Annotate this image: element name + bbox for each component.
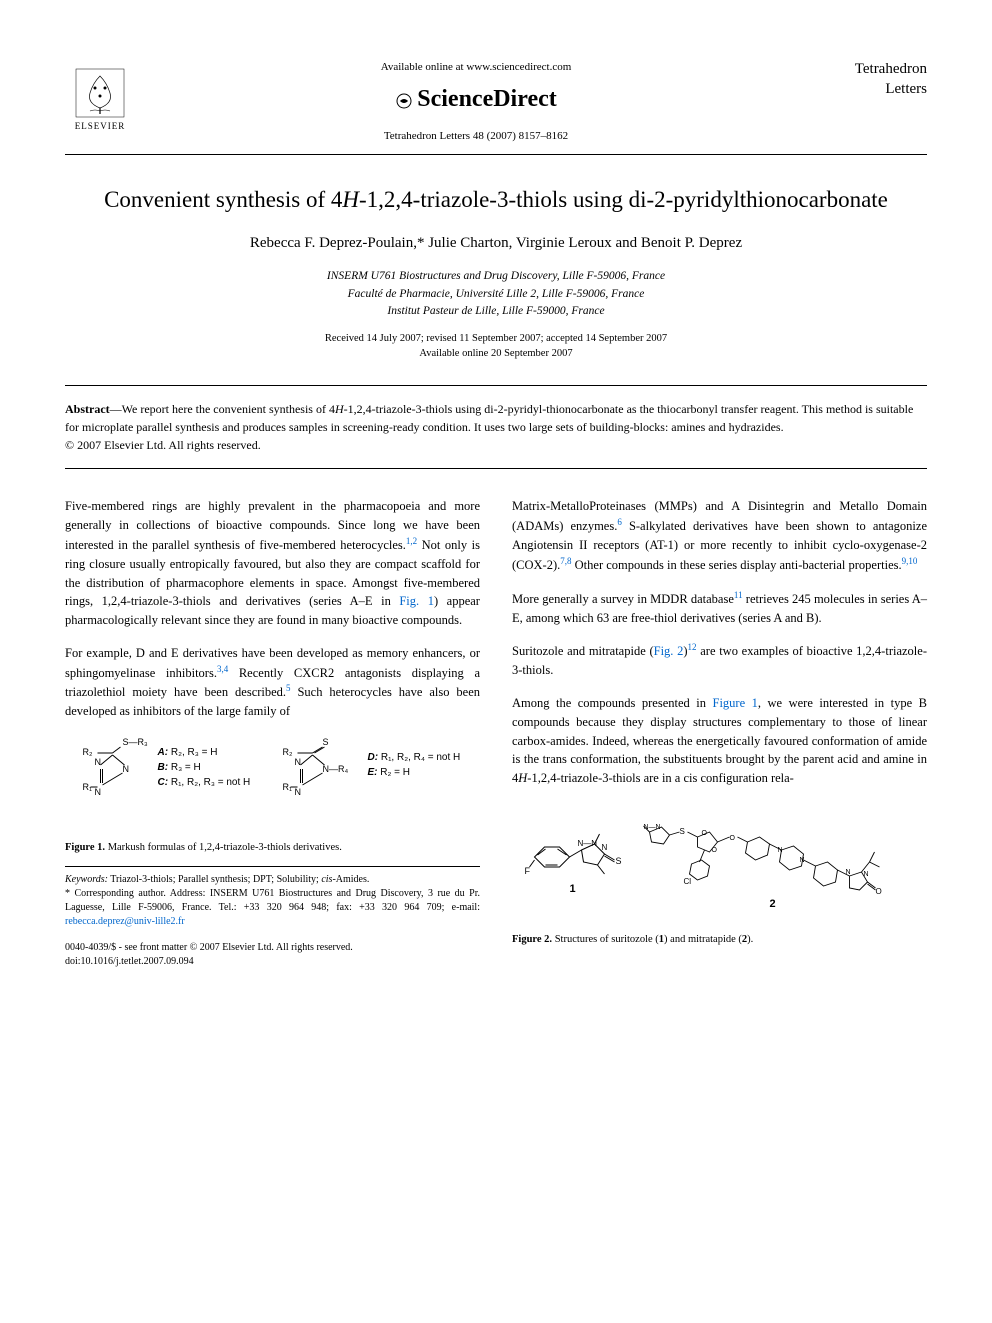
svg-text:S: S bbox=[323, 737, 329, 747]
svg-text:N—N: N—N bbox=[644, 824, 661, 831]
ref-link[interactable]: 1,2 bbox=[406, 536, 417, 546]
platform-logo: ScienceDirect bbox=[135, 83, 817, 117]
journal-name: Tetrahedron Letters bbox=[817, 60, 927, 99]
body-paragraph: Five-membered rings are highly prevalent… bbox=[65, 497, 480, 629]
sciencedirect-icon bbox=[395, 92, 413, 110]
figure-1-structures: R₂ S—R₃ N N R₁ N A: R₂, R bbox=[65, 735, 480, 830]
figure-link[interactable]: Figure 1 bbox=[713, 696, 758, 710]
keywords-line: Keywords: Triazol-3-thiols; Parallel syn… bbox=[65, 873, 480, 887]
figure-1-caption: Figure 1. Markush formulas of 1,2,4-tria… bbox=[65, 840, 480, 856]
svg-text:R₂: R₂ bbox=[283, 747, 293, 757]
journal-reference: Tetrahedron Letters 48 (2007) 8157–8162 bbox=[135, 129, 817, 144]
platform-name: ScienceDirect bbox=[417, 86, 557, 112]
svg-text:O: O bbox=[876, 887, 882, 896]
svg-text:O: O bbox=[730, 835, 736, 842]
figure-2-structures: F N—N N S 1 bbox=[512, 802, 927, 922]
svg-text:B: R₃ = H: B: R₃ = H bbox=[158, 762, 201, 773]
article-title: Convenient synthesis of 4H-1,2,4-triazol… bbox=[65, 185, 927, 215]
header-divider bbox=[65, 154, 927, 155]
doi-line: doi:10.1016/j.tetlet.2007.09.094 bbox=[65, 955, 480, 969]
right-column: Matrix-MetalloProteinases (MMPs) and A D… bbox=[512, 497, 927, 968]
svg-text:N: N bbox=[95, 787, 102, 797]
footer-meta: 0040-4039/$ - see front matter © 2007 El… bbox=[65, 941, 480, 969]
figure-1: R₂ S—R₃ N N R₁ N A: R₂, R bbox=[65, 735, 480, 856]
svg-text:S: S bbox=[680, 827, 685, 836]
svg-text:O: O bbox=[702, 830, 708, 837]
received-date: Received 14 July 2007; revised 11 Septem… bbox=[65, 332, 927, 347]
svg-text:N—R₄: N—R₄ bbox=[323, 764, 349, 774]
body-paragraph: Matrix-MetalloProteinases (MMPs) and A D… bbox=[512, 497, 927, 574]
figure-label: Figure 1. bbox=[65, 842, 105, 853]
body-paragraph: Suritozole and mitratapide (Fig. 2)12 ar… bbox=[512, 641, 927, 680]
figure-label: Figure 2. bbox=[512, 934, 552, 945]
body-paragraph: For example, D and E derivatives have be… bbox=[65, 644, 480, 721]
affiliation-line: INSERM U761 Biostructures and Drug Disco… bbox=[65, 268, 927, 285]
abstract-text: —We report here the convenient synthesis… bbox=[65, 402, 913, 434]
figure-2-caption: Figure 2. Structures of suritozole (1) a… bbox=[512, 932, 927, 948]
svg-text:N: N bbox=[778, 847, 783, 854]
corresponding-author: * Corresponding author. Address: INSERM … bbox=[65, 887, 480, 929]
center-header: Available online at www.sciencedirect.co… bbox=[135, 60, 817, 144]
journal-name-line1: Tetrahedron bbox=[817, 60, 927, 80]
email-link[interactable]: rebecca.deprez@univ-lille2.fr bbox=[65, 916, 185, 927]
copyright-line: 0040-4039/$ - see front matter © 2007 El… bbox=[65, 941, 480, 955]
svg-text:C: R₁, R₂, R₃ = not H: C: R₁, R₂, R₃ = not H bbox=[158, 777, 251, 788]
affiliation-line: Faculté de Pharmacie, Université Lille 2… bbox=[65, 286, 927, 303]
available-online-text: Available online at www.sciencedirect.co… bbox=[135, 60, 817, 75]
ref-link[interactable]: 3,4 bbox=[217, 664, 228, 674]
publisher-logo: ELSEVIER bbox=[65, 60, 135, 140]
ref-link[interactable]: 11 bbox=[734, 590, 743, 600]
svg-text:D: R₁, R₂, R₄ = not H: D: R₁, R₂, R₄ = not H bbox=[368, 752, 461, 763]
article-dates: Received 14 July 2007; revised 11 Septem… bbox=[65, 332, 927, 361]
keywords-label: Keywords: bbox=[65, 874, 108, 885]
svg-text:N: N bbox=[846, 869, 851, 876]
online-date: Available online 20 September 2007 bbox=[65, 347, 927, 362]
svg-text:F: F bbox=[525, 866, 531, 876]
body-paragraph: Among the compounds presented in Figure … bbox=[512, 694, 927, 788]
svg-text:2: 2 bbox=[770, 898, 776, 910]
abstract-label: Abstract bbox=[65, 402, 110, 416]
affiliation-line: Institut Pasteur de Lille, Lille F-59000… bbox=[65, 303, 927, 320]
svg-text:S—R₃: S—R₃ bbox=[123, 737, 149, 747]
svg-text:N: N bbox=[602, 843, 608, 852]
left-column: Five-membered rings are highly prevalent… bbox=[65, 497, 480, 968]
body-paragraph: More generally a survey in MDDR database… bbox=[512, 589, 927, 628]
svg-text:N: N bbox=[123, 764, 130, 774]
svg-text:E: R₂ = H: E: R₂ = H bbox=[368, 767, 411, 778]
svg-text:A: R₂, R₃ = H: A: R₂, R₃ = H bbox=[157, 747, 218, 758]
authors: Rebecca F. Deprez-Poulain,* Julie Charto… bbox=[65, 233, 927, 254]
ref-link[interactable]: 9,10 bbox=[902, 556, 918, 566]
svg-text:R₂: R₂ bbox=[83, 747, 93, 757]
abstract-copyright: © 2007 Elsevier Ltd. All rights reserved… bbox=[65, 438, 261, 452]
svg-text:N: N bbox=[864, 871, 869, 878]
page-header: ELSEVIER Available online at www.science… bbox=[65, 60, 927, 144]
abstract-section: Abstract—We report here the convenient s… bbox=[65, 385, 927, 469]
affiliations: INSERM U761 Biostructures and Drug Disco… bbox=[65, 268, 927, 320]
ref-link[interactable]: 12 bbox=[688, 642, 697, 652]
svg-text:S: S bbox=[616, 856, 622, 866]
svg-text:N: N bbox=[95, 757, 102, 767]
journal-name-line2: Letters bbox=[817, 80, 927, 100]
svg-text:1: 1 bbox=[570, 883, 576, 895]
svg-text:N: N bbox=[295, 757, 302, 767]
svg-text:N: N bbox=[295, 787, 302, 797]
footnotes: Keywords: Triazol-3-thiols; Parallel syn… bbox=[65, 866, 480, 929]
elsevier-tree-icon bbox=[75, 68, 125, 118]
svg-text:O: O bbox=[712, 847, 718, 854]
figure-link[interactable]: Fig. 1 bbox=[399, 594, 434, 608]
body-columns: Five-membered rings are highly prevalent… bbox=[65, 497, 927, 968]
svg-text:Cl: Cl bbox=[684, 877, 692, 886]
publisher-name: ELSEVIER bbox=[75, 120, 126, 133]
ref-link[interactable]: 7,8 bbox=[560, 556, 571, 566]
figure-link[interactable]: Fig. 2 bbox=[654, 645, 684, 659]
figure-2: F N—N N S 1 bbox=[512, 802, 927, 948]
